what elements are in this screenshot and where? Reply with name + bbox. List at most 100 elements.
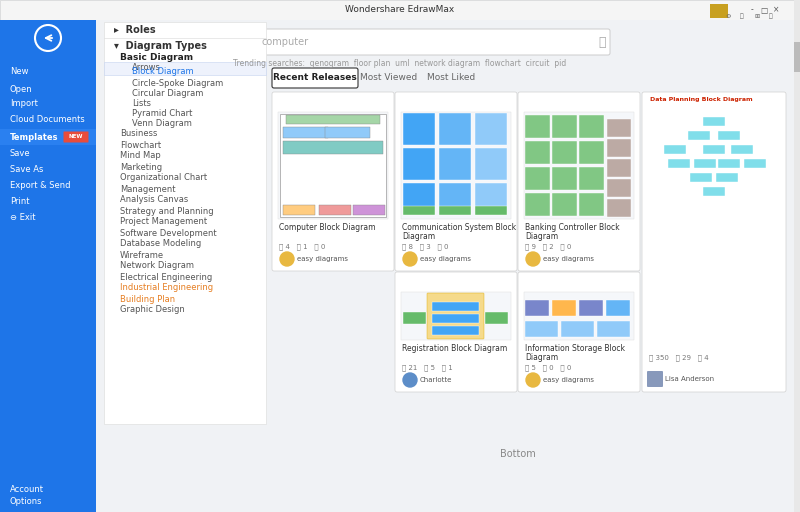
FancyBboxPatch shape bbox=[579, 167, 604, 190]
Text: Management: Management bbox=[120, 184, 175, 194]
Text: 👁 4   🗑 1   👍 0: 👁 4 🗑 1 👍 0 bbox=[279, 244, 326, 250]
Text: Options: Options bbox=[10, 498, 42, 506]
FancyBboxPatch shape bbox=[525, 321, 558, 337]
Text: New: New bbox=[10, 68, 29, 76]
Text: Most Liked: Most Liked bbox=[427, 74, 475, 82]
FancyBboxPatch shape bbox=[647, 371, 663, 387]
Text: Save As: Save As bbox=[10, 164, 43, 174]
FancyBboxPatch shape bbox=[395, 92, 517, 271]
FancyBboxPatch shape bbox=[432, 326, 479, 335]
FancyBboxPatch shape bbox=[794, 42, 800, 72]
FancyBboxPatch shape bbox=[524, 292, 634, 340]
FancyBboxPatch shape bbox=[552, 300, 576, 316]
FancyBboxPatch shape bbox=[401, 112, 511, 219]
FancyBboxPatch shape bbox=[606, 300, 630, 316]
Text: Diagram: Diagram bbox=[402, 232, 435, 241]
FancyBboxPatch shape bbox=[703, 117, 725, 126]
Text: Flowchart: Flowchart bbox=[120, 140, 161, 150]
Text: easy diagrams: easy diagrams bbox=[543, 377, 594, 383]
FancyBboxPatch shape bbox=[690, 173, 712, 182]
FancyBboxPatch shape bbox=[283, 127, 328, 138]
Text: Wireframe: Wireframe bbox=[120, 250, 164, 260]
FancyBboxPatch shape bbox=[395, 272, 517, 392]
Text: Business: Business bbox=[120, 130, 158, 139]
FancyBboxPatch shape bbox=[475, 183, 507, 215]
Text: Pyramid Chart: Pyramid Chart bbox=[132, 109, 192, 117]
Text: Save: Save bbox=[10, 150, 30, 159]
FancyBboxPatch shape bbox=[642, 92, 786, 392]
Text: Building Plan: Building Plan bbox=[120, 294, 175, 304]
FancyBboxPatch shape bbox=[668, 159, 690, 168]
Text: Project Management: Project Management bbox=[120, 218, 207, 226]
FancyBboxPatch shape bbox=[688, 131, 710, 140]
Text: 👁 9   🗑 2   👍 0: 👁 9 🗑 2 👍 0 bbox=[525, 244, 571, 250]
FancyBboxPatch shape bbox=[353, 205, 385, 215]
FancyBboxPatch shape bbox=[104, 22, 266, 424]
Text: ⚙: ⚙ bbox=[725, 13, 731, 18]
FancyBboxPatch shape bbox=[518, 272, 640, 392]
Text: Arrows: Arrows bbox=[132, 62, 161, 72]
FancyBboxPatch shape bbox=[96, 20, 800, 512]
Text: Import: Import bbox=[10, 99, 38, 109]
Text: Circle-Spoke Diagram: Circle-Spoke Diagram bbox=[132, 78, 223, 88]
FancyBboxPatch shape bbox=[278, 112, 388, 219]
Text: Strategy and Planning: Strategy and Planning bbox=[120, 206, 214, 216]
FancyBboxPatch shape bbox=[432, 302, 479, 311]
FancyBboxPatch shape bbox=[475, 148, 507, 180]
Text: ⊖ Exit: ⊖ Exit bbox=[10, 214, 35, 223]
Text: Lisa Anderson: Lisa Anderson bbox=[665, 376, 714, 382]
Text: 👁 21   🗑 5   👍 1: 👁 21 🗑 5 👍 1 bbox=[402, 365, 453, 371]
Text: Open: Open bbox=[10, 84, 33, 94]
Text: Marketing: Marketing bbox=[120, 162, 162, 172]
Text: Charlotte: Charlotte bbox=[420, 377, 452, 383]
FancyBboxPatch shape bbox=[716, 173, 738, 182]
Text: Trending searches:  genogram  floor plan  uml  network diagram  flowchart  circu: Trending searches: genogram floor plan u… bbox=[234, 59, 566, 69]
FancyBboxPatch shape bbox=[694, 159, 716, 168]
FancyBboxPatch shape bbox=[607, 179, 631, 197]
FancyBboxPatch shape bbox=[403, 148, 435, 180]
FancyBboxPatch shape bbox=[718, 131, 740, 140]
Text: Organizational Chart: Organizational Chart bbox=[120, 174, 207, 182]
Text: Bottom: Bottom bbox=[500, 449, 536, 459]
FancyBboxPatch shape bbox=[246, 29, 610, 55]
Text: Graphic Design: Graphic Design bbox=[120, 306, 185, 314]
FancyBboxPatch shape bbox=[403, 183, 435, 215]
FancyBboxPatch shape bbox=[280, 114, 386, 217]
Text: Banking Controller Block: Banking Controller Block bbox=[525, 223, 620, 232]
FancyBboxPatch shape bbox=[525, 167, 550, 190]
Text: Electrical Engineering: Electrical Engineering bbox=[120, 272, 212, 282]
Text: computer: computer bbox=[262, 37, 309, 47]
FancyBboxPatch shape bbox=[703, 145, 725, 154]
FancyBboxPatch shape bbox=[607, 199, 631, 217]
Circle shape bbox=[280, 252, 294, 266]
Text: Database Modeling: Database Modeling bbox=[120, 240, 202, 248]
Text: Data Planning Block Diagram: Data Planning Block Diagram bbox=[650, 97, 753, 102]
Text: 👁 350   🗑 29   👍 4: 👁 350 🗑 29 👍 4 bbox=[649, 354, 709, 360]
FancyBboxPatch shape bbox=[518, 92, 640, 271]
FancyBboxPatch shape bbox=[432, 314, 479, 323]
FancyBboxPatch shape bbox=[439, 183, 471, 215]
FancyBboxPatch shape bbox=[794, 0, 800, 512]
Text: Cloud Documents: Cloud Documents bbox=[10, 116, 85, 124]
Circle shape bbox=[526, 373, 540, 387]
Text: Registration Block Diagram: Registration Block Diagram bbox=[402, 344, 507, 353]
FancyBboxPatch shape bbox=[0, 20, 96, 512]
Text: easy diagrams: easy diagrams bbox=[297, 256, 348, 262]
FancyBboxPatch shape bbox=[401, 292, 511, 340]
Text: Export & Send: Export & Send bbox=[10, 181, 70, 190]
Text: Recent Releases: Recent Releases bbox=[273, 74, 357, 82]
Text: ▸  Roles: ▸ Roles bbox=[114, 25, 156, 35]
Text: Account: Account bbox=[10, 485, 44, 495]
FancyBboxPatch shape bbox=[485, 312, 508, 324]
FancyBboxPatch shape bbox=[475, 113, 507, 145]
FancyBboxPatch shape bbox=[325, 127, 370, 138]
FancyBboxPatch shape bbox=[272, 92, 394, 271]
FancyBboxPatch shape bbox=[525, 115, 550, 138]
Text: Analysis Canvas: Analysis Canvas bbox=[120, 196, 188, 204]
FancyBboxPatch shape bbox=[703, 187, 725, 196]
FancyBboxPatch shape bbox=[63, 132, 89, 142]
FancyBboxPatch shape bbox=[552, 193, 577, 216]
FancyBboxPatch shape bbox=[403, 113, 435, 145]
FancyBboxPatch shape bbox=[607, 139, 631, 157]
Text: Circular Diagram: Circular Diagram bbox=[132, 89, 203, 97]
